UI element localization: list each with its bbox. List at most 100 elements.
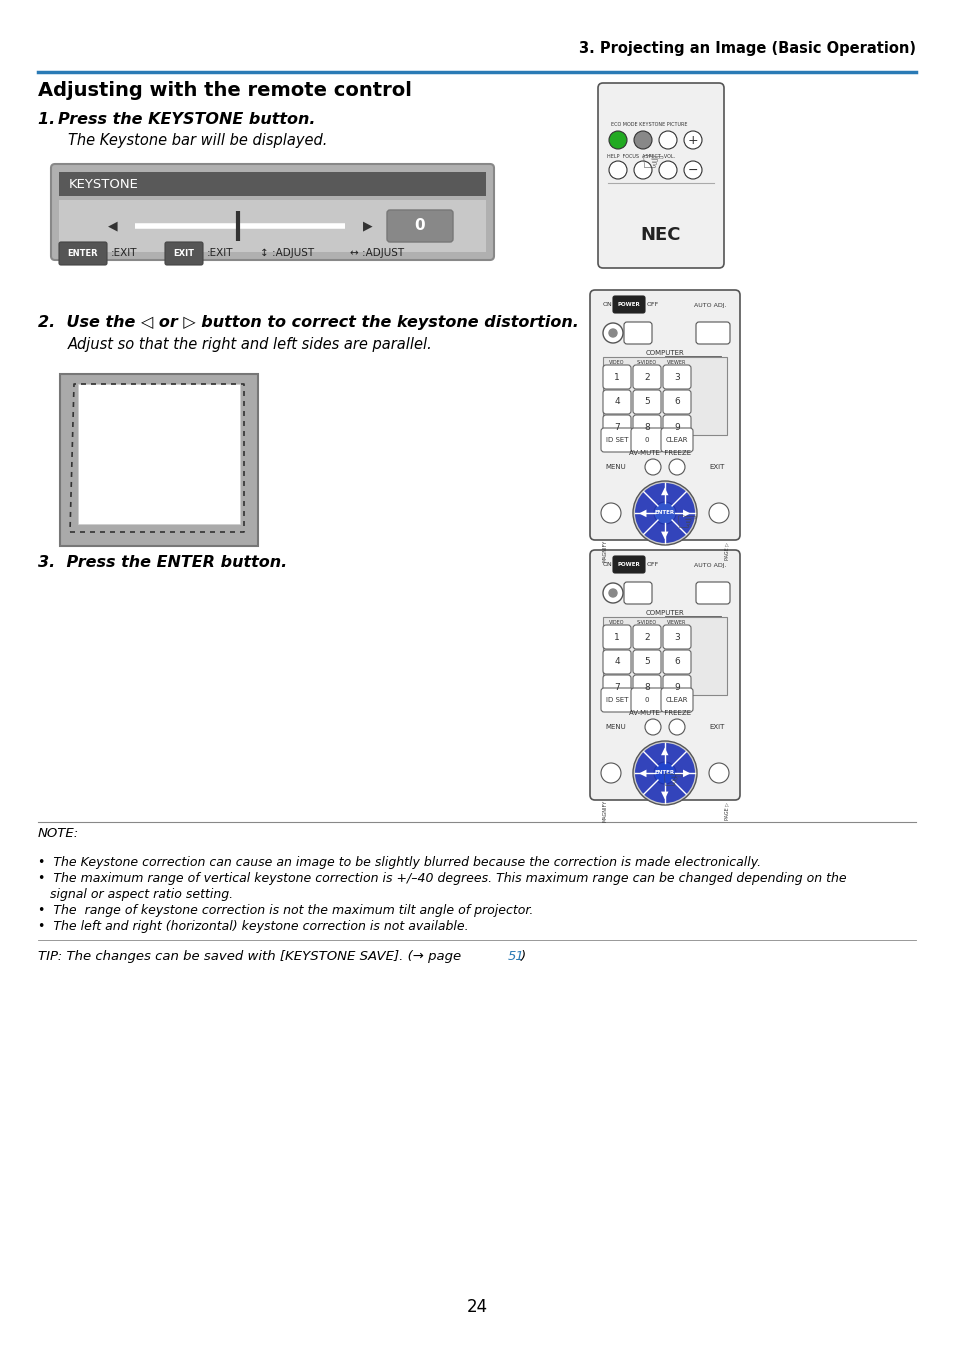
Text: 7: 7 [614, 422, 619, 431]
Text: EXIT: EXIT [709, 464, 724, 470]
FancyBboxPatch shape [600, 429, 633, 452]
Text: 24: 24 [466, 1298, 487, 1316]
FancyBboxPatch shape [589, 550, 740, 799]
FancyBboxPatch shape [630, 687, 662, 712]
Text: ECO MODE KEYSTONE PICTURE: ECO MODE KEYSTONE PICTURE [610, 121, 687, 127]
Text: ▲: ▲ [660, 487, 668, 496]
Circle shape [602, 582, 622, 603]
Text: 0: 0 [644, 697, 649, 704]
Text: CLEAR: CLEAR [665, 437, 687, 443]
FancyBboxPatch shape [633, 390, 660, 414]
Circle shape [654, 762, 676, 785]
Circle shape [608, 160, 626, 179]
Text: 8: 8 [643, 682, 649, 692]
Text: COMPUTER: COMPUTER [645, 350, 683, 356]
FancyBboxPatch shape [589, 290, 740, 541]
Text: 6: 6 [674, 398, 679, 407]
Text: 3.  Press the ENTER button.: 3. Press the ENTER button. [38, 555, 287, 570]
FancyBboxPatch shape [387, 210, 453, 243]
Circle shape [634, 160, 651, 179]
Text: •  The left and right (horizontal) keystone correction is not available.: • The left and right (horizontal) keysto… [38, 919, 468, 933]
Circle shape [633, 481, 697, 545]
Text: COMPUTER: COMPUTER [645, 611, 683, 616]
Text: VIEWER: VIEWER [666, 620, 686, 625]
Text: MENU: MENU [604, 464, 625, 470]
Text: 4: 4 [614, 398, 619, 407]
Text: −: − [687, 163, 698, 177]
Text: 3: 3 [674, 372, 679, 381]
Text: MAGNIFY: MAGNIFY [602, 799, 607, 822]
Text: AUTO ADJ.: AUTO ADJ. [694, 302, 726, 307]
Circle shape [608, 131, 626, 150]
Circle shape [600, 503, 620, 523]
Circle shape [683, 160, 701, 179]
FancyBboxPatch shape [662, 675, 690, 700]
Text: :EXIT: :EXIT [207, 248, 233, 259]
Text: TIP: The changes can be saved with [KEYSTONE SAVE]. (→ page: TIP: The changes can be saved with [KEYS… [38, 950, 465, 962]
Text: 9: 9 [674, 422, 679, 431]
Text: ENTER: ENTER [655, 771, 675, 775]
Text: ☞: ☞ [661, 768, 683, 793]
Text: ▼: ▼ [660, 530, 668, 541]
Text: 51: 51 [507, 950, 524, 962]
FancyBboxPatch shape [602, 650, 630, 674]
Text: HELP  FOCUS  ASPECT  VOL.: HELP FOCUS ASPECT VOL. [606, 154, 675, 159]
Text: 6: 6 [674, 658, 679, 666]
Text: ◀: ◀ [639, 768, 646, 778]
Text: ▲: ▲ [660, 745, 668, 756]
Circle shape [635, 743, 695, 803]
Circle shape [659, 160, 677, 179]
Text: NOTE:: NOTE: [38, 828, 79, 840]
FancyBboxPatch shape [660, 687, 692, 712]
Text: OFF: OFF [646, 302, 659, 307]
FancyBboxPatch shape [662, 650, 690, 674]
Text: Adjusting with the remote control: Adjusting with the remote control [38, 81, 412, 100]
Text: VIDEO: VIDEO [609, 360, 624, 365]
FancyBboxPatch shape [662, 625, 690, 648]
Text: 0: 0 [644, 437, 649, 443]
Text: :EXIT: :EXIT [111, 248, 137, 259]
Text: ID SET: ID SET [605, 697, 628, 704]
FancyBboxPatch shape [602, 390, 630, 414]
Circle shape [708, 503, 728, 523]
Text: ▶: ▶ [682, 768, 690, 778]
Text: CLEAR: CLEAR [665, 697, 687, 704]
FancyBboxPatch shape [602, 357, 726, 435]
FancyBboxPatch shape [633, 365, 660, 390]
Bar [78, 384, 240, 524]
Text: POWER: POWER [617, 302, 639, 307]
FancyBboxPatch shape [633, 675, 660, 700]
FancyBboxPatch shape [623, 582, 651, 604]
Text: ☞: ☞ [675, 511, 698, 535]
Text: ID SET: ID SET [605, 437, 628, 443]
Text: 2: 2 [643, 372, 649, 381]
FancyBboxPatch shape [633, 415, 660, 439]
Text: 0: 0 [415, 218, 425, 233]
Text: 1: 1 [614, 372, 619, 381]
Circle shape [634, 131, 651, 150]
Text: 2.  Use the ◁ or ▷ button to correct the keystone distortion.: 2. Use the ◁ or ▷ button to correct the … [38, 315, 578, 330]
Text: AV-MUTE  FREEZE: AV-MUTE FREEZE [628, 450, 690, 456]
Circle shape [644, 718, 660, 735]
Text: VIEWER: VIEWER [666, 360, 686, 365]
Text: ◀: ◀ [108, 220, 117, 232]
FancyBboxPatch shape [602, 675, 630, 700]
Text: 5: 5 [643, 658, 649, 666]
Text: PAGE ▷: PAGE ▷ [723, 542, 728, 559]
Text: MENU: MENU [604, 724, 625, 731]
FancyBboxPatch shape [662, 415, 690, 439]
Text: EXIT: EXIT [173, 249, 194, 257]
Text: 5: 5 [643, 398, 649, 407]
Text: •  The maximum range of vertical keystone correction is +/–40 degrees. This maxi: • The maximum range of vertical keystone… [38, 872, 845, 886]
Text: VIDEO: VIDEO [609, 620, 624, 625]
Text: ON: ON [602, 562, 612, 568]
Text: KEYSTONE: KEYSTONE [69, 178, 139, 190]
Text: Adjust so that the right and left sides are parallel.: Adjust so that the right and left sides … [68, 337, 433, 352]
Circle shape [654, 501, 676, 524]
Text: ): ) [520, 950, 525, 962]
FancyBboxPatch shape [602, 617, 726, 696]
FancyBboxPatch shape [696, 322, 729, 344]
FancyBboxPatch shape [633, 650, 660, 674]
Text: 9: 9 [674, 682, 679, 692]
FancyBboxPatch shape [59, 243, 107, 266]
